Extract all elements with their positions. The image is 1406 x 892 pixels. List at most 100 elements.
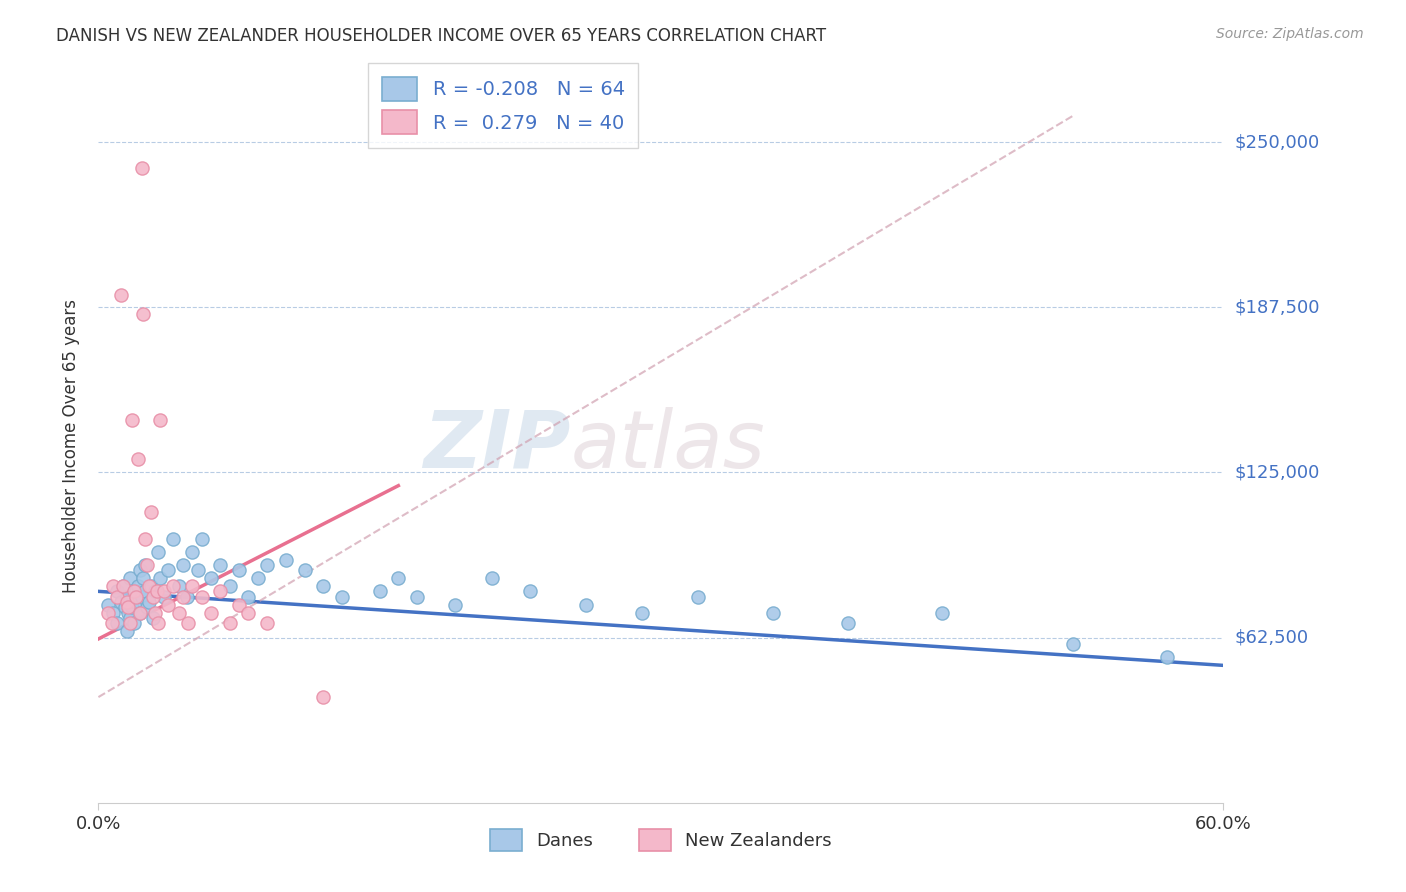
Point bbox=[162, 579, 184, 593]
Y-axis label: Householder Income Over 65 years: Householder Income Over 65 years bbox=[62, 299, 80, 593]
Point bbox=[138, 579, 160, 593]
Point bbox=[115, 590, 138, 604]
Point bbox=[120, 616, 142, 631]
Point bbox=[167, 579, 190, 593]
Point bbox=[125, 584, 148, 599]
Point bbox=[100, 616, 122, 631]
Point bbox=[125, 590, 148, 604]
Point bbox=[148, 545, 170, 559]
Point bbox=[167, 606, 190, 620]
Point bbox=[125, 595, 148, 609]
Point bbox=[149, 412, 172, 426]
Point bbox=[149, 571, 172, 585]
Point bbox=[122, 584, 145, 599]
Point bbox=[128, 606, 150, 620]
Point bbox=[110, 595, 132, 609]
Point bbox=[143, 606, 166, 620]
Point bbox=[115, 624, 138, 638]
Point bbox=[228, 563, 250, 577]
Point bbox=[190, 532, 212, 546]
Point bbox=[172, 590, 194, 604]
Point bbox=[156, 598, 179, 612]
Point bbox=[111, 579, 134, 593]
Point bbox=[688, 590, 710, 604]
Point bbox=[200, 571, 222, 585]
Point bbox=[120, 571, 142, 585]
Point bbox=[209, 558, 232, 572]
Text: $187,500: $187,500 bbox=[1234, 298, 1320, 317]
Point bbox=[97, 606, 120, 620]
Point bbox=[105, 616, 128, 631]
Point bbox=[246, 571, 269, 585]
Point bbox=[387, 571, 409, 585]
Point bbox=[181, 579, 204, 593]
Point bbox=[127, 452, 149, 467]
Point bbox=[238, 606, 260, 620]
Point bbox=[312, 690, 335, 704]
Text: atlas: atlas bbox=[571, 407, 766, 485]
Point bbox=[187, 563, 209, 577]
Point bbox=[105, 590, 128, 604]
Point bbox=[631, 606, 654, 620]
Point bbox=[114, 600, 136, 615]
Point bbox=[117, 600, 139, 615]
Point bbox=[111, 579, 134, 593]
Point bbox=[134, 558, 156, 572]
Point bbox=[139, 505, 162, 519]
Point bbox=[274, 552, 297, 566]
Point bbox=[134, 584, 156, 599]
Point bbox=[256, 616, 278, 631]
Legend: Danes, New Zealanders: Danes, New Zealanders bbox=[482, 822, 839, 858]
Point bbox=[931, 606, 953, 620]
Point bbox=[172, 558, 194, 572]
Point bbox=[153, 584, 176, 599]
Point bbox=[131, 590, 153, 604]
Point bbox=[148, 616, 170, 631]
Text: DANISH VS NEW ZEALANDER HOUSEHOLDER INCOME OVER 65 YEARS CORRELATION CHART: DANISH VS NEW ZEALANDER HOUSEHOLDER INCO… bbox=[56, 27, 827, 45]
Point bbox=[481, 571, 503, 585]
Point bbox=[443, 598, 465, 612]
Point bbox=[256, 558, 278, 572]
Point bbox=[228, 598, 250, 612]
Text: $250,000: $250,000 bbox=[1234, 133, 1320, 151]
Point bbox=[117, 606, 139, 620]
Point bbox=[138, 595, 160, 609]
Point bbox=[294, 563, 316, 577]
Point bbox=[139, 579, 162, 593]
Point bbox=[153, 590, 176, 604]
Point bbox=[120, 611, 142, 625]
Point bbox=[1062, 637, 1084, 651]
Point bbox=[110, 288, 132, 302]
Point bbox=[131, 161, 153, 176]
Point bbox=[103, 606, 125, 620]
Point bbox=[121, 600, 143, 615]
Point bbox=[136, 558, 159, 572]
Point bbox=[190, 590, 212, 604]
Point bbox=[218, 616, 240, 631]
Point bbox=[145, 584, 167, 599]
Point bbox=[238, 590, 260, 604]
Point bbox=[143, 584, 166, 599]
Point bbox=[127, 579, 149, 593]
Point bbox=[103, 579, 125, 593]
Point bbox=[519, 584, 541, 599]
Point bbox=[218, 579, 240, 593]
Point bbox=[105, 584, 128, 599]
Text: $125,000: $125,000 bbox=[1234, 464, 1320, 482]
Point bbox=[330, 590, 353, 604]
Point bbox=[132, 307, 155, 321]
Point bbox=[575, 598, 598, 612]
Point bbox=[142, 590, 165, 604]
Text: ZIP: ZIP bbox=[423, 407, 571, 485]
Point bbox=[136, 600, 159, 615]
Point bbox=[209, 584, 232, 599]
Point bbox=[312, 579, 335, 593]
Point bbox=[115, 595, 138, 609]
Point bbox=[121, 412, 143, 426]
Point bbox=[177, 616, 200, 631]
Point bbox=[406, 590, 429, 604]
Point bbox=[128, 606, 150, 620]
Point bbox=[200, 606, 222, 620]
Point bbox=[142, 611, 165, 625]
Point bbox=[762, 606, 785, 620]
